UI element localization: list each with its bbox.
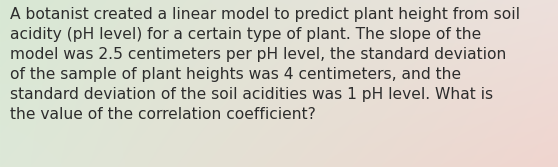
Text: A botanist created a linear model to predict plant height from soil
acidity (pH : A botanist created a linear model to pre… [10,7,520,122]
